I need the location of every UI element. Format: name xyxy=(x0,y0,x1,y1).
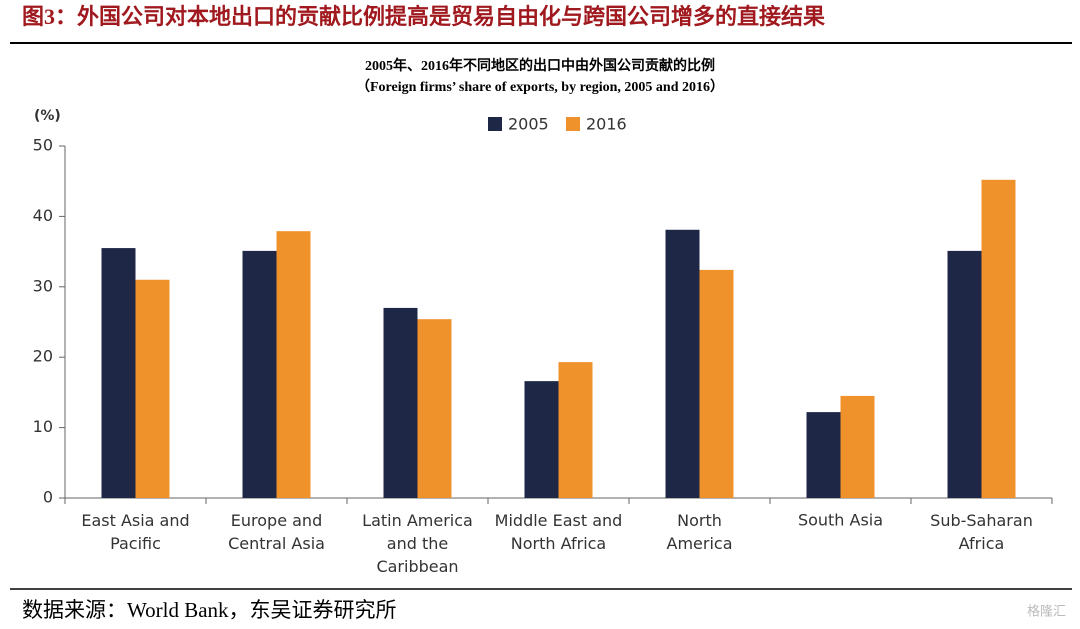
y-tick-label: 10 xyxy=(33,417,53,436)
source: 数据来源：World Bank，东吴证券研究所 xyxy=(22,598,397,622)
legend-swatch xyxy=(488,117,502,131)
bar xyxy=(135,279,170,498)
bar xyxy=(981,179,1016,499)
y-tick-label: 50 xyxy=(33,136,53,155)
chart-subtitle: （Foreign firms’ share of exports, by reg… xyxy=(356,79,724,95)
x-tick-label: East Asia and Pacific xyxy=(81,511,189,553)
x-tick-label: South Asia xyxy=(798,511,883,530)
bar xyxy=(699,269,734,498)
bar xyxy=(242,250,277,498)
legend-label: 2016 xyxy=(586,115,627,134)
x-tick-label: North America xyxy=(667,511,733,553)
x-tick-label: Europe and Central Asia xyxy=(228,511,325,553)
bar xyxy=(840,395,875,498)
y-tick-label: 30 xyxy=(33,276,53,295)
bar xyxy=(947,250,982,498)
y-tick-label: 40 xyxy=(33,206,53,225)
legend-label: 2005 xyxy=(508,115,549,134)
chart-title: 2005年、2016年不同地区的出口中由外国公司贡献的比例 xyxy=(365,57,715,74)
bar xyxy=(417,319,452,498)
y-tick-label: 20 xyxy=(33,347,53,366)
y-tick-label: 0 xyxy=(43,488,53,507)
bar xyxy=(524,381,559,498)
legend-swatch xyxy=(566,117,580,131)
bar xyxy=(276,231,311,498)
bar xyxy=(101,248,136,498)
bar xyxy=(806,412,841,498)
x-tick-label: Latin America and the Caribbean xyxy=(362,511,473,576)
x-tick-label: Sub-Saharan Africa xyxy=(930,511,1033,553)
bar xyxy=(383,307,418,498)
watermark: 格隆汇 xyxy=(1027,604,1066,620)
x-tick-label: Middle East and North Africa xyxy=(495,511,623,553)
figure-title: 图3：外国公司对本地出口的贡献比例提高是贸易自由化与跨国公司增多的直接结果 xyxy=(22,4,825,29)
bar xyxy=(665,229,700,498)
bar xyxy=(558,362,593,498)
y-axis-label: (%) xyxy=(34,108,61,124)
